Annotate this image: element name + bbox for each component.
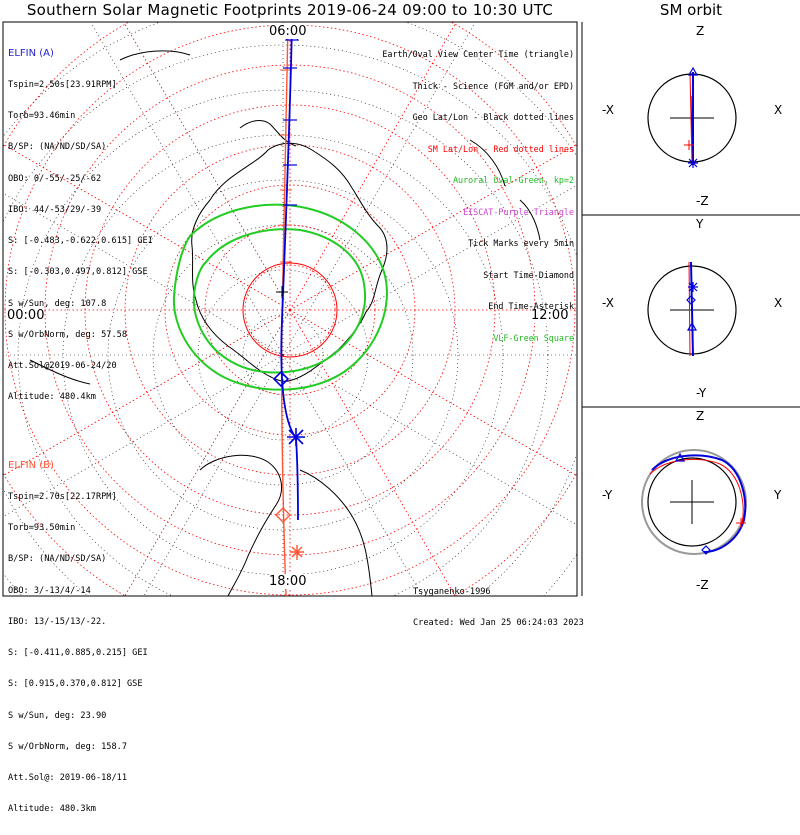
coast-africa [299, 469, 373, 596]
elfin-a-line: Torb=93.46min [8, 111, 76, 122]
orbit-panel-2-top: Y [696, 217, 704, 231]
elfin-a-line: Tspin=2.50s[23.91RPM] [8, 80, 117, 91]
orbit-panel-1-triangle [687, 66, 699, 76]
pole-cross [276, 286, 288, 298]
credit-created: Created: Wed Jan 25 06:24:03 2023 [413, 618, 584, 629]
orbit-panel-2-bottom: -Y [696, 386, 707, 400]
elfin-b-line: B/SP: (NA/ND/SD/SA) [8, 554, 107, 565]
legend-item: Auroral Oval-Green, kp=2 [452, 175, 574, 185]
elfin-b-info: ELFIN (B) Tspin=2.70s[22.17RPM] Torb=93.… [8, 440, 148, 835]
elfin-a-heading: ELFIN (A) [8, 47, 54, 59]
legend-item: EISCAT-Purple Triangle [463, 206, 574, 217]
legend-item: SM Lat/Lon - Red dotted lines [427, 143, 574, 154]
elfin-b-line: S: [0.915,0.370,0.812] GSE [8, 679, 143, 690]
orbit-panel-3-diamond [701, 545, 711, 555]
geo-longitude-line [282, 354, 577, 526]
orbit-title: SM orbit [659, 1, 723, 19]
elfin-b-line: Torb=93.50min [8, 523, 76, 534]
coast-fragment [29, 50, 191, 385]
orbit-panel-1-bottom: -Z [696, 194, 709, 208]
orbit-panel-2-left: -X [602, 296, 614, 310]
coast-australia [469, 139, 541, 241]
auroral-oval-inner [192, 228, 367, 374]
elfin-a-end-asterisk [287, 428, 305, 446]
orbit-panel-3-bottom: -Z [696, 578, 709, 592]
auroral-oval-outer [172, 203, 388, 391]
orbit-panel-3-earth-circle [647, 457, 737, 547]
plot-window: Southern Solar Magnetic Footprints 2019-… [2, 1, 800, 814]
elfin-a-line: S w/OrbNorm, deg: 57.58 [8, 329, 127, 340]
elfin-a-line: S: [-0.483,-0.622,0.615] GEI [8, 236, 153, 247]
legend-item: VLF-Green Square [493, 332, 574, 343]
elfin-b-heading: ELFIN (B) [8, 459, 54, 471]
elfin-b-line: IBO: 13/-15/13/-22. [8, 616, 107, 627]
orbit-panel-1-track-b [689, 71, 693, 166]
orbit-panel-2-track-a [690, 261, 694, 357]
sm-solid-circle [242, 262, 338, 358]
legend-item: Tick Marks every 5min [468, 238, 574, 248]
map-label-top: 06:00 [269, 24, 307, 39]
legend-item: Geo Lat/Lon - Black dotted lines [412, 112, 574, 122]
elfin-a-line: B/SP: (NA/ND/SD/SA) [8, 142, 107, 153]
elfin-a-line: IBO: 44/-53/29/-39 [8, 204, 102, 215]
orbit-panel-2-asterisk [688, 282, 698, 292]
legend-item: End Time-Asterisk [488, 301, 574, 311]
map-label-left: 00:00 [7, 308, 45, 323]
credit: Tsyganenko-1996 Created: Wed Jan 25 06:2… [413, 566, 584, 649]
orbit-panel-3-right: Y [774, 488, 782, 502]
orbit-panel-3-left: -Y [602, 488, 613, 502]
elfin-b-line: Altitude: 480.3km [8, 804, 96, 815]
legend-item: Earth/Oval View Center Time (triangle) [382, 49, 574, 59]
orbit-panel-3-track-a [651, 454, 747, 553]
elfin-a-line: Altitude: 480.4km [8, 392, 96, 403]
elfin-a-line: Att.Sol@2019-06-24/20 [8, 361, 117, 371]
orbit-panel-1-top: Z [696, 24, 705, 38]
map-label-right: 12:00 [531, 308, 569, 323]
orbit-panel-2-triangle [686, 321, 698, 331]
elfin-b-line: Att.Sol@: 2019-06-18/11 [8, 773, 127, 783]
orbit-panel-3-top: Z [696, 409, 705, 423]
elfin-b-line: S w/Sun, deg: 23.90 [8, 710, 107, 721]
legend-item: Start Time-Diamond [483, 269, 574, 280]
orbit-panel-1-left: -X [602, 103, 614, 117]
credit-author: Tsyganenko-1996 [413, 586, 491, 597]
orbit-panel-1-asterisk [688, 158, 698, 168]
plot-title: Southern Solar Magnetic Footprints 2019-… [26, 1, 554, 19]
elfin-b-line: OBO: 3/-13/4/-14 [8, 585, 91, 596]
geo-latitude-circle [107, 179, 459, 531]
orbit-panel-2-track-b [688, 261, 691, 357]
orbit-panel-1-right: X [774, 103, 783, 117]
orbit-panel-2-right: X [774, 296, 783, 310]
elfin-b-line: Tspin=2.70s[22.17RPM] [8, 492, 117, 503]
legend-item: Thick - Science (FGM and/or EPD) [412, 80, 574, 91]
coast-south-america [199, 454, 283, 596]
elfin-b-line: S w/OrbNorm, deg: 158.7 [8, 741, 127, 752]
elfin-a-line: S w/Sun, deg: 107.8 [8, 298, 107, 309]
elfin-b-end-asterisk [290, 545, 304, 560]
orbit-panel-3-triangle [674, 452, 686, 462]
elfin-a-info: ELFIN (A) Tspin=2.50s[23.91RPM] Torb=93.… [8, 28, 153, 423]
elfin-b-line: S: [-0.411,0.885,0.215] GEI [8, 648, 148, 659]
peninsula-coast [239, 120, 297, 147]
orbit-panel-3-asterisk [736, 518, 746, 528]
map-label-bottom: 18:00 [269, 574, 307, 589]
elfin-b-start-diamond [275, 507, 291, 523]
legend: Earth/Oval View Center Time (triangle) T… [382, 28, 574, 364]
orbit-panel-3-track-b [649, 458, 744, 525]
elfin-a-track [280, 23, 299, 521]
orbit-panel-1-asterisk-b [684, 140, 694, 150]
elfin-a-line: OBO: 0/-55/-25/-62 [8, 173, 102, 184]
geo-latitude-circle [3, 44, 577, 596]
elfin-a-start-diamond [272, 370, 290, 388]
orbit-panel-2-diamond [686, 295, 696, 305]
elfin-a-line: S: [-0.303,0.497,0.812] GSE [8, 267, 148, 278]
